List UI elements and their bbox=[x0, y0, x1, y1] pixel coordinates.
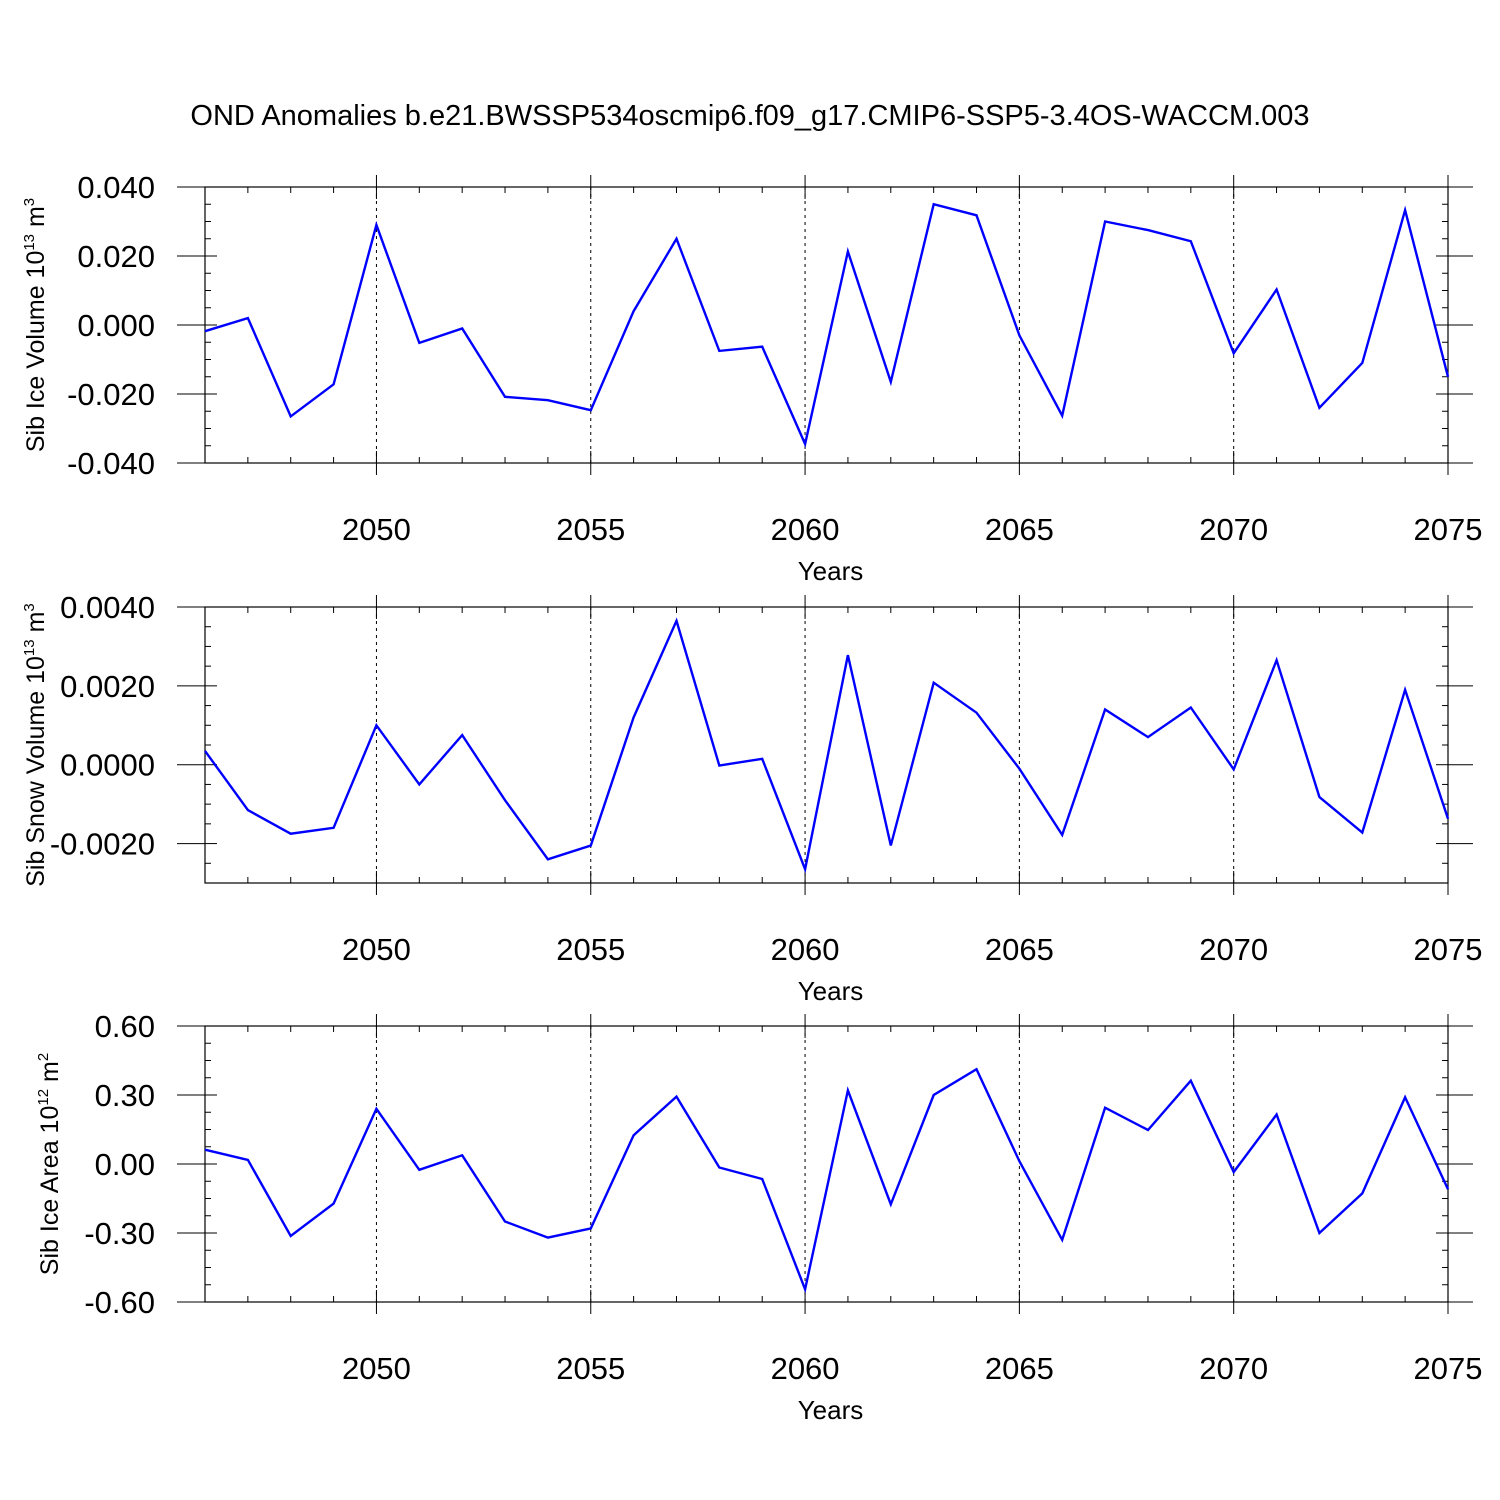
y-tick-label: 0.0020 bbox=[60, 669, 155, 704]
y-tick-label: 0.000 bbox=[77, 308, 155, 343]
y-tick-label: 0.0000 bbox=[60, 748, 155, 783]
y-axis-label-unit-exponent: 3 bbox=[21, 198, 38, 206]
y-tick-label: 0.0040 bbox=[60, 590, 155, 625]
y-axis-label-unit: m bbox=[36, 1061, 64, 1089]
y-axis-label: Sib Snow Volume 1013 m3 bbox=[21, 603, 50, 887]
x-tick-label: 2055 bbox=[556, 1351, 625, 1386]
x-tick-label: 2060 bbox=[771, 512, 840, 547]
x-tick-label: 2075 bbox=[1414, 512, 1483, 547]
x-tick-label: 2065 bbox=[985, 1351, 1054, 1386]
y-axis-label-exponent: 13 bbox=[21, 234, 38, 251]
panels-group: 2050 2055 2060 2065 2070 2075 Years -0.040 -0.02… bbox=[21, 170, 1482, 1425]
y-tick-label: -0.0020 bbox=[50, 827, 155, 862]
plot-frame bbox=[204, 1025, 1449, 1303]
y-tick-label: 0.30 bbox=[95, 1078, 155, 1113]
x-tick-label: 2070 bbox=[1199, 512, 1268, 547]
x-tick-label: 2050 bbox=[342, 932, 411, 967]
series-line-ice-volume bbox=[204, 202, 1450, 448]
y-tick-label: 0.020 bbox=[77, 239, 155, 274]
x-tick-label: 2065 bbox=[985, 512, 1054, 547]
panel-snow-volume: 2050 2055 2060 2065 2070 2075 Years -0.0020 0.00… bbox=[21, 590, 1482, 1006]
y-axis-label-unit: m bbox=[22, 206, 50, 234]
x-tick-label: 2075 bbox=[1414, 932, 1483, 967]
x-tick-label: 2055 bbox=[556, 932, 625, 967]
plot-frame bbox=[204, 186, 1449, 464]
series-line-ice-area bbox=[204, 1067, 1450, 1294]
y-axis-label: Sib Ice Volume 1013 m3 bbox=[21, 198, 50, 452]
y-axis-label-unit-exponent: 3 bbox=[21, 603, 38, 611]
x-tick-label: 2070 bbox=[1199, 1351, 1268, 1386]
y-axis-label-main: Sib Ice Area 10 bbox=[36, 1106, 64, 1276]
x-tick-label: 2050 bbox=[342, 1351, 411, 1386]
x-tick-label: 2075 bbox=[1414, 1351, 1483, 1386]
x-axis-label: Years bbox=[798, 556, 864, 586]
x-tick-label: 2050 bbox=[342, 512, 411, 547]
x-tick-label: 2055 bbox=[556, 512, 625, 547]
chart-title: OND Anomalies b.e21.BWSSP534oscmip6.f09_… bbox=[190, 100, 1309, 132]
y-tick-label: -0.020 bbox=[67, 377, 155, 412]
series-line-snow-volume bbox=[204, 617, 1450, 874]
y-tick-label: 0.60 bbox=[95, 1009, 155, 1044]
panel-ice-area: 2050 2055 2060 2065 2070 2075 Years -0.60 -0.30 0… bbox=[35, 1009, 1482, 1425]
y-tick-label: 0.040 bbox=[77, 170, 155, 205]
x-tick-label: 2060 bbox=[771, 932, 840, 967]
panel-ice-volume: 2050 2055 2060 2065 2070 2075 Years -0.040 -0.02… bbox=[21, 170, 1482, 586]
y-tick-label: -0.60 bbox=[84, 1285, 155, 1320]
x-tick-label: 2065 bbox=[985, 932, 1054, 967]
y-axis-label-unit-exponent: 2 bbox=[35, 1053, 52, 1061]
y-axis-label-main: Sib Snow Volume 10 bbox=[22, 656, 50, 887]
x-tick-label: 2060 bbox=[771, 1351, 840, 1386]
y-axis-label-unit: m bbox=[22, 612, 50, 640]
y-axis-label-main: Sib Ice Volume 10 bbox=[22, 251, 50, 453]
y-tick-label: -0.30 bbox=[84, 1216, 155, 1251]
x-axis-label: Years bbox=[798, 976, 864, 1006]
x-tick-label: 2070 bbox=[1199, 932, 1268, 967]
y-axis-label-exponent: 12 bbox=[35, 1089, 52, 1106]
y-axis-label-exponent: 13 bbox=[21, 639, 38, 656]
y-tick-label: -0.040 bbox=[67, 446, 155, 481]
x-axis-label: Years bbox=[798, 1395, 864, 1425]
y-tick-label: 0.00 bbox=[95, 1147, 155, 1182]
y-axis-label: Sib Ice Area 1012 m2 bbox=[35, 1053, 64, 1275]
